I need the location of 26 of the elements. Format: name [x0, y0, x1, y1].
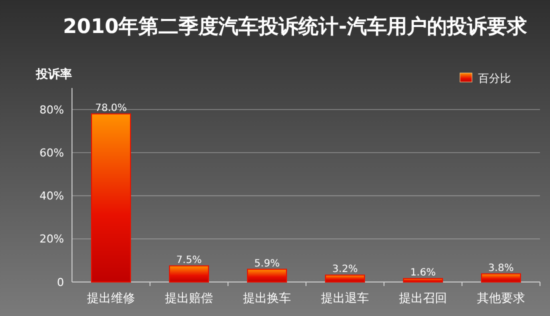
data-label: 1.6%: [410, 268, 436, 279]
y-tick-label: 20%: [40, 232, 64, 246]
data-label: 5.9%: [254, 258, 280, 270]
data-label: 78.0%: [95, 102, 127, 114]
x-tick-label: 提出退车: [321, 291, 369, 305]
bar: [247, 268, 287, 282]
bar: [169, 265, 209, 282]
data-label: 3.8%: [488, 262, 514, 274]
chart-title: 2010年第二季度汽车投诉统计-汽车用户的投诉要求: [63, 14, 528, 38]
x-tick-label: 提出召回: [399, 291, 447, 305]
data-label: 3.2%: [332, 264, 358, 276]
x-tick-label: 其他要求: [477, 291, 525, 305]
y-tick-label: 40%: [40, 190, 64, 203]
legend-label: 百分比: [478, 72, 511, 85]
y-tick-label: 80%: [40, 103, 64, 116]
bar: [403, 278, 443, 282]
y-tick-label: 0: [57, 276, 64, 289]
y-axis-title: 投诉率: [35, 67, 72, 81]
bar: [325, 274, 365, 282]
data-label: 7.5%: [176, 254, 202, 266]
x-tick-label: 提出赔偿: [165, 291, 213, 305]
bar: [91, 113, 131, 282]
x-tick-label: 提出换车: [243, 291, 291, 305]
y-tick-label: 60%: [40, 146, 64, 160]
x-tick-label: 提出维修: [87, 291, 135, 305]
bar: [481, 273, 521, 282]
